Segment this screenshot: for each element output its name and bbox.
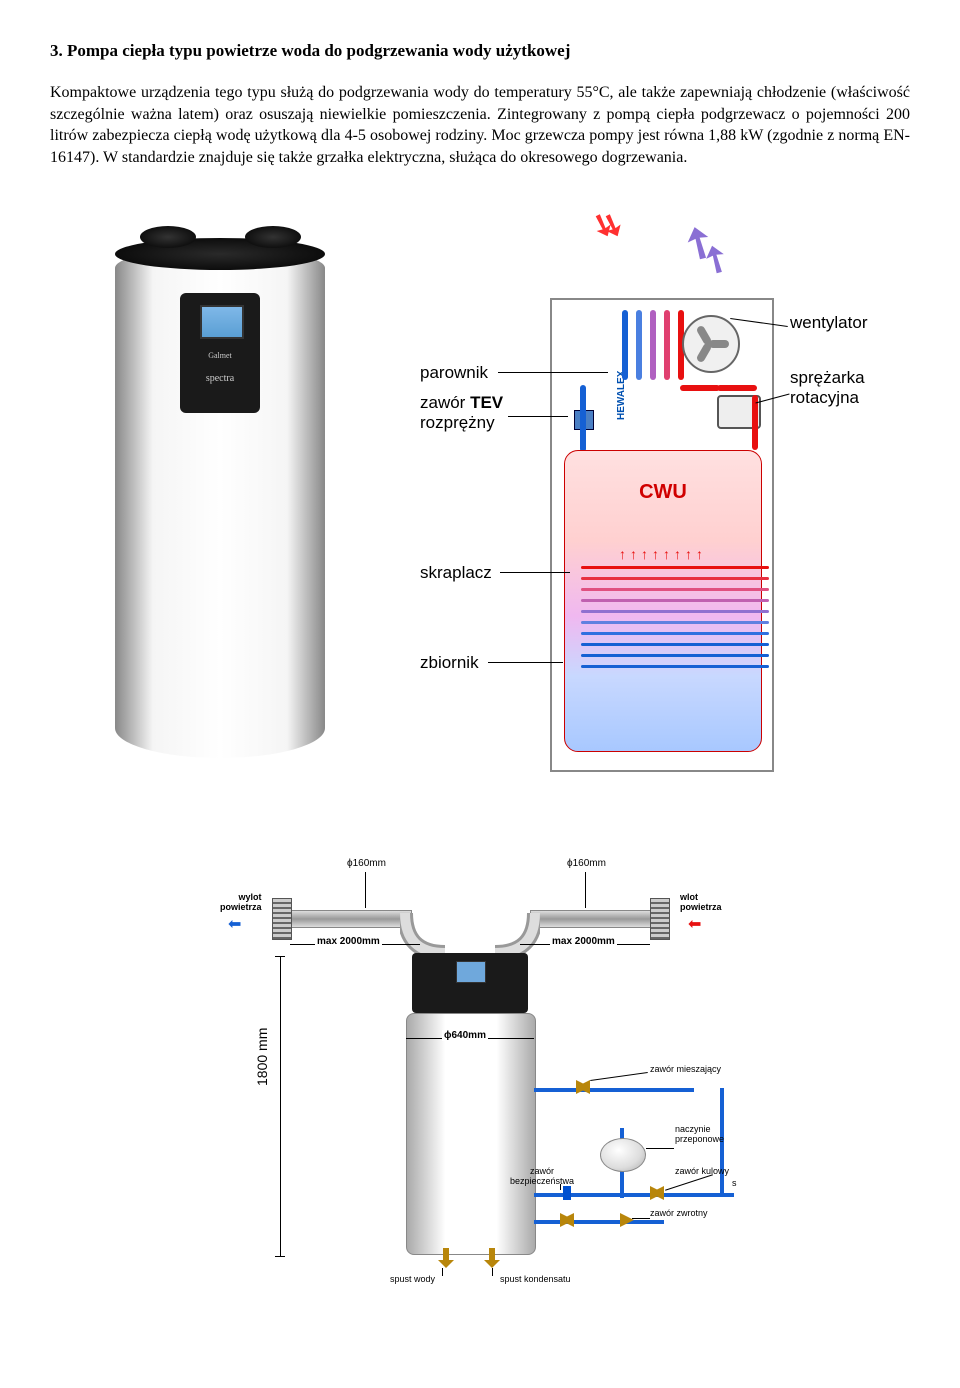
label-line: [498, 372, 608, 373]
mixing-valve-icon: [576, 1080, 590, 1094]
label-zawor-kulowy: zawór kulowy: [675, 1166, 729, 1176]
label-line: [508, 416, 568, 417]
body-paragraph: Kompaktowe urządzenia tego typu służą do…: [50, 82, 910, 168]
cold-pipe: [580, 428, 586, 452]
drain-tap-icon: [484, 1248, 500, 1268]
unit-body: [406, 1013, 536, 1255]
label-spust-kond: spust kondensatu: [500, 1274, 571, 1284]
dim-height: 1800 mm: [254, 1028, 270, 1086]
label-wlot: wlotpowietrza: [680, 892, 722, 912]
schematic-diagram: ➘ ➘ ➚ ➚ HEWALEX: [380, 208, 880, 788]
label-naczynie: naczynieprzeponowe: [675, 1124, 724, 1144]
ball-valve-icon: [560, 1213, 574, 1227]
dim-duct-dia-left: ϕ160mm: [345, 858, 388, 869]
lcd-display: [200, 305, 244, 339]
dim-line: [365, 872, 366, 908]
pipe: [534, 1088, 694, 1092]
figure-row: Galmet spectra ➘ ➘ ➚ ➚ HEWALEX: [50, 208, 910, 788]
expansion-vessel-icon: [600, 1138, 646, 1172]
installation-diagram: ϕ160mm ϕ160mm wylotpowietrza ⬅ wlotpowie…: [180, 848, 780, 1288]
brand-label: Galmet: [180, 351, 260, 360]
hot-pipe: [680, 385, 720, 391]
label-zawor-zwrotny: zawór zwrotny: [650, 1208, 708, 1218]
unit-lcd: [456, 961, 486, 983]
label-zawor-bezp: zawórbezpieczeństwa: [510, 1166, 574, 1186]
grille-left: [272, 898, 292, 940]
dim-line: [275, 956, 285, 957]
duct-left: [290, 910, 412, 928]
label-wylot: wylotpowietrza: [220, 892, 262, 912]
dim-duct-dia-right: ϕ160mm: [565, 858, 608, 869]
dim-duct-len-left: max 2000mm: [315, 936, 382, 947]
ball-valve-icon: [650, 1186, 664, 1200]
drain-tap-icon: [438, 1248, 454, 1268]
section-heading: 3. Pompa ciepła typu powietrze woda do p…: [50, 40, 910, 62]
arrow-in-icon: ⬅: [688, 914, 701, 934]
unit-outline: HEWALEX CWU: [550, 298, 774, 772]
label-line: [442, 1268, 443, 1276]
condenser-coil: [581, 566, 769, 696]
label-line: [560, 1184, 561, 1190]
unit-top: [412, 953, 528, 1013]
hot-pipe: [752, 395, 758, 450]
label-sprezarka: sprężarkarotacyjna: [790, 368, 865, 408]
label-line: [632, 1218, 650, 1219]
label-skraplacz: skraplacz: [420, 563, 492, 583]
fan-icon: [682, 315, 740, 373]
label-line: [665, 1175, 713, 1191]
label-parownik: parownik: [420, 363, 488, 383]
check-valve-icon: [620, 1213, 634, 1227]
dim-line: [585, 872, 586, 908]
dim-body-dia: ϕ640mm: [442, 1030, 488, 1041]
label-line: [590, 1072, 648, 1081]
grille-right: [650, 898, 670, 940]
safety-valve-icon: [560, 1186, 574, 1200]
label-tev: zawór TEVrozprężny: [420, 393, 503, 433]
label-s: s: [732, 1178, 737, 1188]
label-line: [492, 1268, 493, 1276]
label-zbiornik: zbiornik: [420, 653, 479, 673]
label-line: [488, 662, 563, 663]
dim-duct-len-right: max 2000mm: [550, 936, 617, 947]
cwu-label: CWU: [565, 481, 761, 504]
label-line: [646, 1148, 674, 1149]
cwu-tank: CWU ↑↑↑↑↑↑↑↑: [564, 450, 762, 752]
label-line: [500, 572, 570, 573]
product-photo: Galmet spectra: [80, 208, 360, 768]
control-panel: Galmet spectra: [180, 293, 260, 413]
label-spust-wody: spust wody: [390, 1274, 435, 1284]
dim-height-line: [280, 956, 281, 1256]
dim-line: [275, 1256, 285, 1257]
label-wentylator: wentylator: [790, 313, 867, 333]
duct-right: [530, 910, 652, 928]
label-zawor-miesz: zawór mieszający: [650, 1064, 721, 1074]
arrow-out-icon: ⬅: [228, 914, 241, 934]
hot-pipe: [717, 385, 757, 391]
model-label: spectra: [180, 373, 260, 384]
pipe: [534, 1220, 664, 1224]
heat-arrows: ↑↑↑↑↑↑↑↑: [565, 546, 761, 562]
